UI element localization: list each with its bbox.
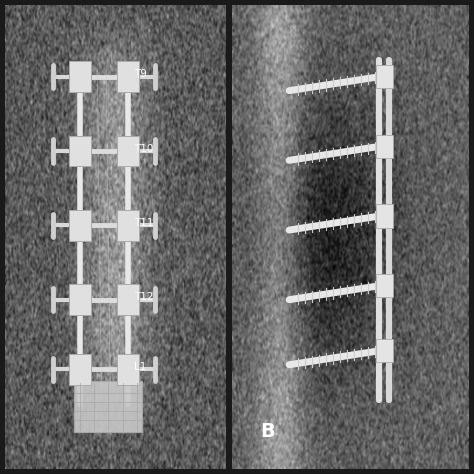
FancyBboxPatch shape [376,339,393,363]
FancyBboxPatch shape [117,284,139,315]
FancyBboxPatch shape [376,274,393,297]
FancyBboxPatch shape [117,136,139,166]
Text: T11: T11 [134,218,153,228]
Text: T9: T9 [134,69,146,80]
FancyBboxPatch shape [69,210,91,241]
FancyBboxPatch shape [117,354,139,385]
Text: T12: T12 [134,292,153,302]
FancyBboxPatch shape [376,135,393,158]
FancyBboxPatch shape [117,62,139,92]
FancyBboxPatch shape [117,210,139,241]
FancyBboxPatch shape [376,65,393,88]
FancyBboxPatch shape [69,62,91,92]
FancyBboxPatch shape [376,204,393,228]
FancyBboxPatch shape [69,136,91,166]
FancyBboxPatch shape [74,381,143,432]
FancyBboxPatch shape [69,354,91,385]
FancyBboxPatch shape [69,284,91,315]
Text: B: B [261,422,275,441]
Text: T10: T10 [134,144,153,154]
Text: L1: L1 [134,362,146,372]
